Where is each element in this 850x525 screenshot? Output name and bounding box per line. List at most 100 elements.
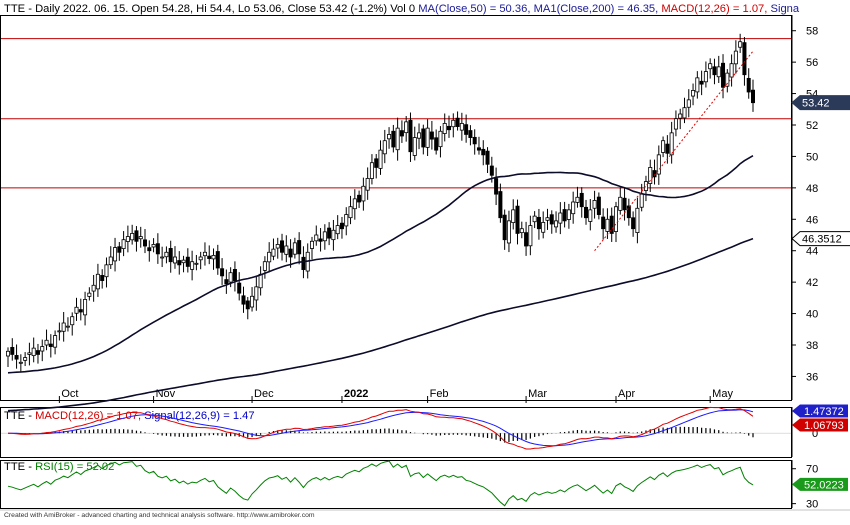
candle: [352, 189, 357, 220]
price-axis-label: 44: [806, 246, 818, 258]
candle-body: [613, 206, 618, 232]
candle-body: [348, 206, 353, 219]
candle-body: [699, 80, 704, 85]
candle-body: [327, 227, 332, 239]
candle-body: [369, 162, 374, 179]
candle: [369, 154, 374, 185]
candle: [121, 231, 126, 257]
candle-body: [151, 244, 156, 248]
candle: [498, 183, 503, 223]
candle-body: [262, 261, 267, 271]
candle: [412, 126, 417, 161]
candle-body: [524, 232, 529, 247]
candle: [442, 113, 447, 142]
candle-body: [160, 256, 165, 259]
candle: [733, 40, 738, 74]
price-axis-label: 56: [806, 57, 818, 69]
candle: [502, 209, 507, 250]
candle-body: [746, 77, 751, 93]
candle-body: [220, 268, 225, 277]
candle: [549, 210, 554, 234]
candle: [237, 272, 242, 301]
candle: [250, 287, 255, 312]
candle-body: [387, 134, 392, 140]
candle-body: [65, 325, 70, 328]
candle-body: [562, 209, 567, 222]
candle: [464, 114, 469, 143]
candle: [258, 266, 263, 296]
candle-body: [117, 246, 122, 253]
candle-body: [232, 268, 237, 281]
candle-body: [125, 236, 130, 242]
candle-body: [374, 158, 379, 168]
candles-group: [6, 33, 756, 373]
candle-body: [545, 217, 550, 221]
candle: [746, 68, 751, 99]
candle-body: [673, 118, 678, 130]
candle-body: [301, 256, 306, 270]
candle: [481, 140, 486, 166]
candle-body: [87, 292, 92, 297]
candle-body: [185, 256, 190, 267]
candle: [635, 197, 640, 244]
candle-body: [168, 248, 173, 263]
candle: [211, 248, 216, 270]
candle-body: [237, 282, 242, 294]
ma200-tag: 46.3512: [791, 231, 850, 247]
candle: [691, 83, 696, 106]
candle: [399, 120, 404, 143]
candle-body: [609, 215, 614, 234]
candle-body: [344, 214, 349, 227]
candle: [297, 232, 302, 265]
candle: [656, 145, 661, 185]
candle: [160, 246, 165, 268]
candle-body: [399, 130, 404, 137]
candle-body: [95, 273, 100, 290]
candle-body: [515, 205, 520, 234]
candle: [74, 297, 79, 321]
candle: [652, 159, 657, 185]
candle-body: [288, 248, 293, 258]
candle-body: [733, 50, 738, 65]
candle-body: [224, 279, 229, 285]
candle-body: [554, 220, 559, 228]
candle: [18, 354, 23, 373]
candle-body: [502, 214, 507, 241]
candle: [327, 222, 332, 246]
price-axis-label: 38: [806, 340, 818, 352]
candle-body: [464, 124, 469, 135]
candle-body: [476, 147, 481, 151]
candle-body: [258, 273, 263, 289]
candle-body: [365, 178, 370, 191]
candle: [241, 286, 246, 313]
candle-body: [643, 181, 648, 191]
candle-body: [738, 41, 743, 48]
footer-credit: Created with AmiBroker - advanced charti…: [4, 512, 315, 519]
candle: [725, 69, 730, 93]
candle: [712, 58, 717, 85]
candle: [117, 242, 122, 261]
candle: [40, 339, 45, 362]
candle: [292, 237, 297, 259]
macd-pane: 0 1.47372 1.06793: [1, 404, 848, 450]
candle: [202, 242, 207, 266]
candle-body: [322, 231, 327, 242]
header-ma200: MA1(Close,200) = 46.35,: [534, 3, 659, 15]
ma50-line: [7, 155, 754, 374]
candle-body: [455, 117, 460, 127]
date-axis-label: Dec: [254, 388, 274, 400]
rsi-header-value: RSI(15) = 52.02: [35, 461, 114, 473]
candle-body: [48, 343, 53, 347]
candle-body: [134, 230, 139, 242]
candle: [519, 221, 524, 239]
candle-body: [686, 99, 691, 108]
candle: [686, 89, 691, 118]
candle-body: [245, 300, 250, 310]
candle-body: [284, 245, 289, 255]
candle-body: [425, 127, 430, 148]
candle: [314, 225, 319, 246]
candle: [65, 317, 70, 332]
candle-body: [155, 243, 160, 255]
candle-body: [14, 355, 19, 360]
